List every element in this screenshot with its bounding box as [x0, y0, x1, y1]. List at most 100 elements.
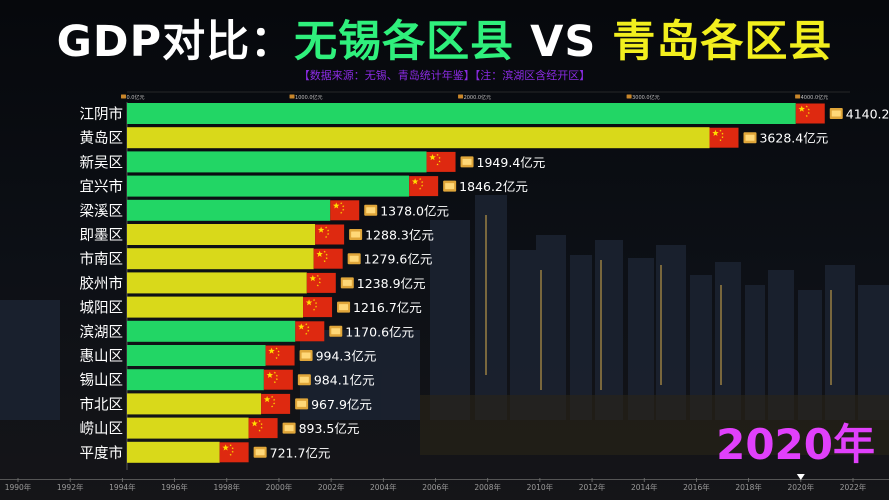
flag-small-star	[312, 298, 316, 302]
timeline-tick-label: 1996年	[161, 482, 188, 492]
flag-small-star	[260, 426, 263, 429]
gold-bars-icon-highlight	[342, 279, 352, 286]
flag-small-star	[324, 226, 328, 229]
category-label: 新吴区	[80, 154, 124, 171]
flag-small-star	[807, 111, 810, 114]
flag-big-star	[268, 347, 275, 354]
timeline-tick-label: 2018年	[735, 482, 762, 492]
flag-small-star	[305, 323, 308, 326]
gold-bars-icon-highlight	[301, 352, 311, 359]
current-year-label: 2020年	[716, 420, 875, 469]
flag-big-star	[222, 444, 229, 451]
flag-small-star	[805, 105, 808, 108]
timeline-tick-label: 2000年	[266, 482, 293, 492]
bar	[127, 127, 710, 149]
timeline-tick-label: 1994年	[109, 482, 136, 492]
flag-small-star	[342, 205, 345, 208]
category-label: 宜兴市	[80, 179, 124, 196]
flag-small-star	[270, 405, 274, 408]
flag-small-star	[419, 187, 422, 190]
gold-bars-icon-highlight	[339, 304, 349, 311]
value-label: 721.7亿元	[270, 445, 331, 460]
top-axis-tick-label: 3000.0亿元	[632, 94, 660, 101]
flag-big-star	[798, 105, 805, 112]
gold-bars-icon-highlight	[284, 425, 294, 432]
flag-small-star	[258, 419, 261, 423]
flag-small-star	[307, 326, 310, 329]
flag-small-star	[340, 211, 343, 214]
flag-big-star	[266, 371, 274, 378]
value-label: 893.5亿元	[299, 421, 360, 436]
flag-small-star	[229, 444, 232, 447]
timeline-tick-label: 2012年	[579, 482, 606, 492]
value-label: 1238.9亿元	[357, 276, 426, 291]
flag-small-star	[323, 250, 326, 253]
gold-bars-icon-highlight	[831, 110, 841, 117]
gold-bars-icon-highlight	[331, 328, 341, 335]
timeline-tick-label: 1990年	[5, 482, 32, 492]
category-label: 惠山区	[80, 348, 124, 365]
flag-small-star	[277, 353, 280, 356]
china-flag-icon	[261, 393, 291, 414]
flag-small-star	[326, 229, 330, 232]
gold-bars-icon-highlight	[366, 207, 376, 214]
bar	[127, 175, 410, 197]
value-label: 4140.2亿元	[846, 107, 889, 122]
flag-big-star	[263, 396, 271, 403]
china-flag-icon	[263, 369, 293, 390]
flag-small-star	[436, 153, 439, 156]
flag-big-star	[305, 299, 313, 306]
flag-small-star	[342, 208, 345, 211]
value-label: 1288.3亿元	[365, 228, 434, 243]
flag-small-star	[305, 332, 308, 335]
source-note: 【数据来源：无锡、青岛统计年鉴】【注：滨湖区含经开区】	[298, 69, 591, 82]
flag-small-star	[258, 429, 261, 432]
timeline-tick-label: 2016年	[683, 482, 710, 492]
flag-big-star	[429, 154, 436, 161]
flag-small-star	[719, 129, 722, 132]
flag-small-star	[721, 136, 724, 139]
china-flag-icon	[409, 176, 439, 197]
bar	[127, 151, 427, 173]
timeline-tick-label: 2014年	[631, 482, 658, 492]
category-label: 市南区	[80, 251, 124, 268]
flag-small-star	[272, 398, 276, 401]
value-label: 1378.0亿元	[380, 203, 449, 218]
title-wuxi: 无锡各区县	[294, 17, 515, 67]
flag-small-star	[231, 447, 234, 450]
value-label: 1279.6亿元	[364, 252, 433, 267]
category-label: 崂山区	[80, 421, 124, 438]
category-label: 城阳区	[80, 300, 124, 317]
flag-small-star	[438, 160, 441, 163]
flag-small-star	[419, 177, 422, 181]
timeline-tick-label: 1992年	[57, 482, 84, 492]
timeline-tick-label: 1998年	[213, 482, 240, 492]
timeline-tick-label: 2008年	[474, 482, 501, 492]
flag-small-star	[275, 347, 278, 350]
gold-bars-icon-highlight	[745, 134, 755, 141]
china-flag-icon	[306, 272, 336, 293]
flag-small-star	[326, 232, 330, 235]
flag-small-star	[231, 450, 234, 453]
flag-big-star	[411, 178, 419, 185]
flag-small-star	[721, 132, 724, 135]
flag-small-star	[318, 281, 321, 284]
china-flag-icon	[709, 127, 739, 148]
flag-small-star	[273, 371, 276, 374]
category-label: 市北区	[80, 396, 124, 413]
flag-small-star	[314, 305, 318, 308]
flag-small-star	[273, 381, 276, 384]
bar	[127, 272, 307, 294]
value-label: 3628.4亿元	[759, 131, 828, 146]
flag-big-star	[333, 202, 340, 209]
bar	[127, 441, 220, 463]
china-flag-icon	[303, 297, 333, 318]
china-flag-icon	[248, 418, 278, 439]
gold-bars-icon-highlight	[445, 183, 455, 190]
gold-bars-icon-highlight	[255, 449, 265, 456]
title-qingdao: 青岛各区县	[612, 17, 833, 67]
flag-small-star	[275, 374, 278, 377]
gold-bars-icon-highlight	[462, 158, 472, 165]
flag-big-star	[712, 129, 719, 136]
